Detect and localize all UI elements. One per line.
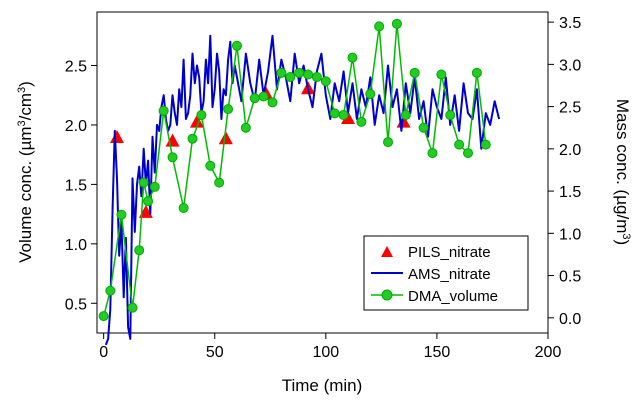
dma-volume-point <box>294 67 305 78</box>
x-tick-label: 50 <box>206 344 224 361</box>
left-y-label-suffix: ) <box>16 81 35 87</box>
right-y-label-prefix: Mass conc. (µg/m <box>613 99 632 234</box>
legend: PILS_nitrate AMS_nitrate DMA_volume <box>363 235 529 311</box>
dma-volume-point <box>463 148 474 159</box>
dma-volume-point <box>214 177 225 188</box>
left-y-axis-label: Volume conc. (µm3/cm3) <box>16 81 35 263</box>
x-tick-label: 100 <box>312 344 339 361</box>
left-y-label-sup2: 3 <box>16 87 28 93</box>
dma-volume-point <box>409 67 420 78</box>
right-y-tick-label: 2.0 <box>559 142 581 159</box>
dma-volume-point <box>329 108 340 119</box>
legend-dma-marker <box>381 289 393 301</box>
dma-volume-point <box>138 177 149 188</box>
dma-volume-point <box>231 40 242 51</box>
dma-volume-point <box>383 137 394 148</box>
dma-volume-point <box>311 72 322 83</box>
dma-volume-point <box>436 69 447 80</box>
dma-volume-point <box>98 311 109 322</box>
dma-volume-point <box>223 104 234 115</box>
dma-volume-point <box>127 302 138 313</box>
right-y-tick-label: 3.0 <box>559 57 581 74</box>
dma-volume-point <box>134 245 145 256</box>
dma-volume-point <box>187 133 198 144</box>
dma-volume-point <box>400 110 411 121</box>
right-y-tick-label: 2.5 <box>559 100 581 117</box>
legend-pils-label: PILS_nitrate <box>408 244 491 261</box>
pils-nitrate-point <box>109 130 124 144</box>
plot-area <box>98 18 501 346</box>
dma-volume-point <box>240 122 251 133</box>
dma-volume-point <box>480 139 491 150</box>
pils-nitrate-point <box>189 114 204 128</box>
dma-volume-point <box>258 91 269 102</box>
left-y-tick-label: 2.0 <box>65 118 87 135</box>
dma-volume-point <box>167 152 178 163</box>
dma-volume-point <box>338 110 349 121</box>
dma-volume-point <box>143 196 154 207</box>
legend-pils-marker <box>381 246 393 257</box>
dma-volume-point <box>276 67 287 78</box>
dma-volume-point <box>196 110 207 121</box>
left-y-tick-label: 2.5 <box>65 59 87 76</box>
dma-volume-point <box>249 93 260 104</box>
left-y-tick-label: 0.5 <box>65 296 87 313</box>
pils-nitrate-point <box>341 111 356 124</box>
dma-volume-point <box>303 69 314 80</box>
right-y-tick-label: 1.5 <box>559 184 581 201</box>
left-y-tick-label: 1.0 <box>65 237 87 254</box>
dma-volume-point <box>320 76 331 87</box>
left-y-label-mid: /cm <box>16 93 35 120</box>
dma-volume-point <box>267 97 278 108</box>
dma-volume-point <box>356 116 367 127</box>
right-y-tick-label: 0.5 <box>559 269 581 286</box>
ams-nitrate-line <box>104 34 501 346</box>
dma-volume-point <box>365 88 376 99</box>
dma-volume-point <box>427 148 438 159</box>
dma-volume-point <box>178 202 189 213</box>
legend-ams-label: AMS_nitrate <box>408 266 491 283</box>
dma-volume-point <box>418 122 429 133</box>
pils-nitrate-point <box>218 131 233 145</box>
x-axis: 0 50 100 150 200 <box>99 333 561 361</box>
dma-volume-point <box>454 139 465 150</box>
left-y-label-prefix: Volume conc. (µm <box>16 126 35 262</box>
right-y-label-suffix: ) <box>613 239 632 245</box>
x-tick-label: 200 <box>535 344 562 361</box>
right-y-label-sup: 3 <box>620 233 632 239</box>
x-axis-label: Time (min) <box>282 376 363 395</box>
dma-volume-point <box>347 52 358 63</box>
left-y-axis: 0.5 1.0 1.5 2.0 2.5 <box>65 59 97 313</box>
dma-volume-point <box>158 105 169 116</box>
dma-volume-point <box>285 72 296 83</box>
plot-frame <box>96 11 549 334</box>
dma-volume-point <box>374 21 385 32</box>
x-tick-label: 150 <box>424 344 451 361</box>
pils-nitrate-point <box>165 133 180 147</box>
pils-nitrate-point <box>138 204 153 218</box>
dma-volume-point <box>445 110 456 121</box>
dma-volume-point <box>149 181 160 192</box>
left-y-tick-label: 1.5 <box>65 177 87 194</box>
right-y-tick-label: 1.0 <box>559 226 581 243</box>
dma-volume-point <box>205 160 216 171</box>
dma-volume-point <box>116 209 127 220</box>
right-y-tick-label: 0.0 <box>559 311 581 328</box>
right-y-tick-label: 3.5 <box>559 15 581 32</box>
left-y-label-sup1: 3 <box>16 120 28 126</box>
right-y-axis: 0.0 0.5 1.0 1.5 2.0 2.5 3.0 3.5 <box>548 15 581 328</box>
dma-volume-point <box>391 18 402 29</box>
legend-dma-label: DMA_volume <box>408 288 498 305</box>
dma-volume-point <box>105 285 116 296</box>
dma-volume-point <box>471 67 482 78</box>
right-y-axis-label: Mass conc. (µg/m3) <box>613 99 632 245</box>
x-tick-label: 0 <box>99 344 108 361</box>
